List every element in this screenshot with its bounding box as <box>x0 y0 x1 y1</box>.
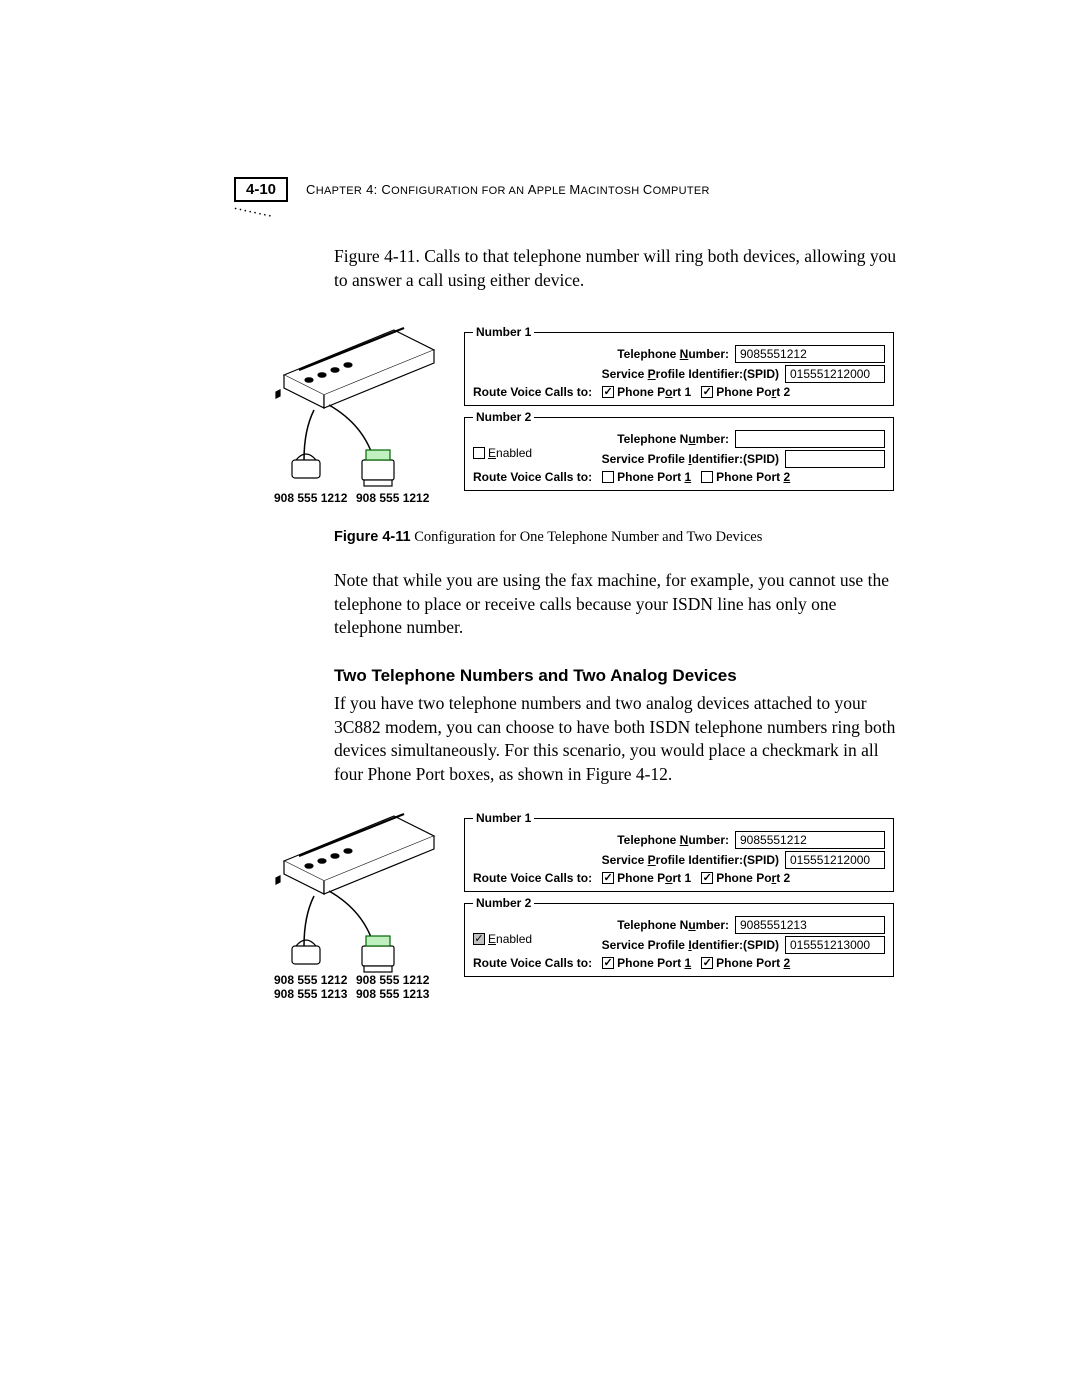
modem-illustration-icon <box>274 320 454 510</box>
number1-legend: Number 1 <box>473 325 534 339</box>
number1-legend-f2: Number 1 <box>473 811 534 825</box>
tel-input-2[interactable] <box>735 430 885 448</box>
subsection-paragraph: If you have two telephone numbers and tw… <box>334 692 904 787</box>
subsection-title: Two Telephone Numbers and Two Analog Dev… <box>334 666 904 686</box>
spid-label: Service Profile Identifier:(SPID) <box>473 367 779 381</box>
phone-port-2-checkbox[interactable]: ✓Phone Port 2 <box>701 385 790 399</box>
phone-port-1-checkbox-2-f2[interactable]: ✓Phone Port 1 <box>602 956 691 970</box>
page-number: 4-10 <box>234 177 288 202</box>
port1-labels: 908 555 1212908 555 1213 <box>274 974 347 1002</box>
enabled-checkbox[interactable]: Enabled <box>473 446 532 460</box>
route-label-2: Route Voice Calls to: <box>473 470 592 484</box>
modem-illustration-icon <box>274 806 454 996</box>
port1-label: 908 555 1212 <box>274 492 347 506</box>
number2-legend-f2: Number 2 <box>473 896 534 910</box>
tel-label-2: Telephone Number: <box>473 432 729 446</box>
route-label: Route Voice Calls to: <box>473 385 592 399</box>
tel-input-1[interactable] <box>735 345 885 363</box>
phone-port-1-checkbox[interactable]: ✓Phone Port 1 <box>602 385 691 399</box>
phone-port-1-checkbox-f2[interactable]: ✓Phone Port 1 <box>602 871 691 885</box>
enabled-checkbox-f2[interactable]: ✓Enabled <box>473 932 532 946</box>
figure-4-11: 908 555 1212 908 555 1212 Number 1 Telep… <box>274 320 904 520</box>
spid-input-2[interactable] <box>785 450 885 468</box>
tel-label-2-f2: Telephone Number: <box>473 918 729 932</box>
port2-label: 908 555 1212 <box>356 492 429 506</box>
tel-label: Telephone Number: <box>473 347 729 361</box>
figure-4-12: 908 555 1212908 555 1213 908 555 1212908… <box>274 806 904 1006</box>
config-panel-2: Number 1 Telephone Number: Service Profi… <box>464 811 894 981</box>
intro-paragraph: Figure 4-11. Calls to that telephone num… <box>334 245 904 292</box>
config-panel-1: Number 1 Telephone Number: Service Profi… <box>464 325 894 495</box>
main-content: Figure 4-11. Calls to that telephone num… <box>334 245 904 1012</box>
number2-legend: Number 2 <box>473 410 534 424</box>
number2-group: Number 2 Enabled Telephone Number: Servi… <box>464 410 894 491</box>
spid-label-f2: Service Profile Identifier:(SPID) <box>473 853 779 867</box>
chapter-label: CHAPTER 4: CONFIGURATION FOR AN APPLE MA… <box>306 182 710 197</box>
tel-input-2-f2[interactable] <box>735 916 885 934</box>
port2-labels: 908 555 1212908 555 1213 <box>356 974 429 1002</box>
phone-port-1-checkbox-2[interactable]: Phone Port 1 <box>602 470 691 484</box>
phone-port-2-checkbox-f2[interactable]: ✓Phone Port 2 <box>701 871 790 885</box>
spid-input-2-f2[interactable] <box>785 936 885 954</box>
tel-label-f2: Telephone Number: <box>473 833 729 847</box>
route-label-2-f2: Route Voice Calls to: <box>473 956 592 970</box>
note-paragraph: Note that while you are using the fax ma… <box>334 569 904 640</box>
phone-port-2-checkbox-2-f2[interactable]: ✓Phone Port 2 <box>701 956 790 970</box>
number1-group: Number 1 Telephone Number: Service Profi… <box>464 325 894 406</box>
route-label-f2: Route Voice Calls to: <box>473 871 592 885</box>
phone-port-2-checkbox-2[interactable]: Phone Port 2 <box>701 470 790 484</box>
spid-input-1[interactable] <box>785 365 885 383</box>
figure-4-11-caption: Figure 4-11 Configuration for One Teleph… <box>334 528 904 547</box>
number1-group-f2: Number 1 Telephone Number: Service Profi… <box>464 811 894 892</box>
spid-input-1-f2[interactable] <box>785 851 885 869</box>
tel-input-1-f2[interactable] <box>735 831 885 849</box>
page-header: 4-10 CHAPTER 4: CONFIGURATION FOR AN APP… <box>234 177 980 202</box>
number2-group-f2: Number 2 ✓Enabled Telephone Number: Serv… <box>464 896 894 977</box>
